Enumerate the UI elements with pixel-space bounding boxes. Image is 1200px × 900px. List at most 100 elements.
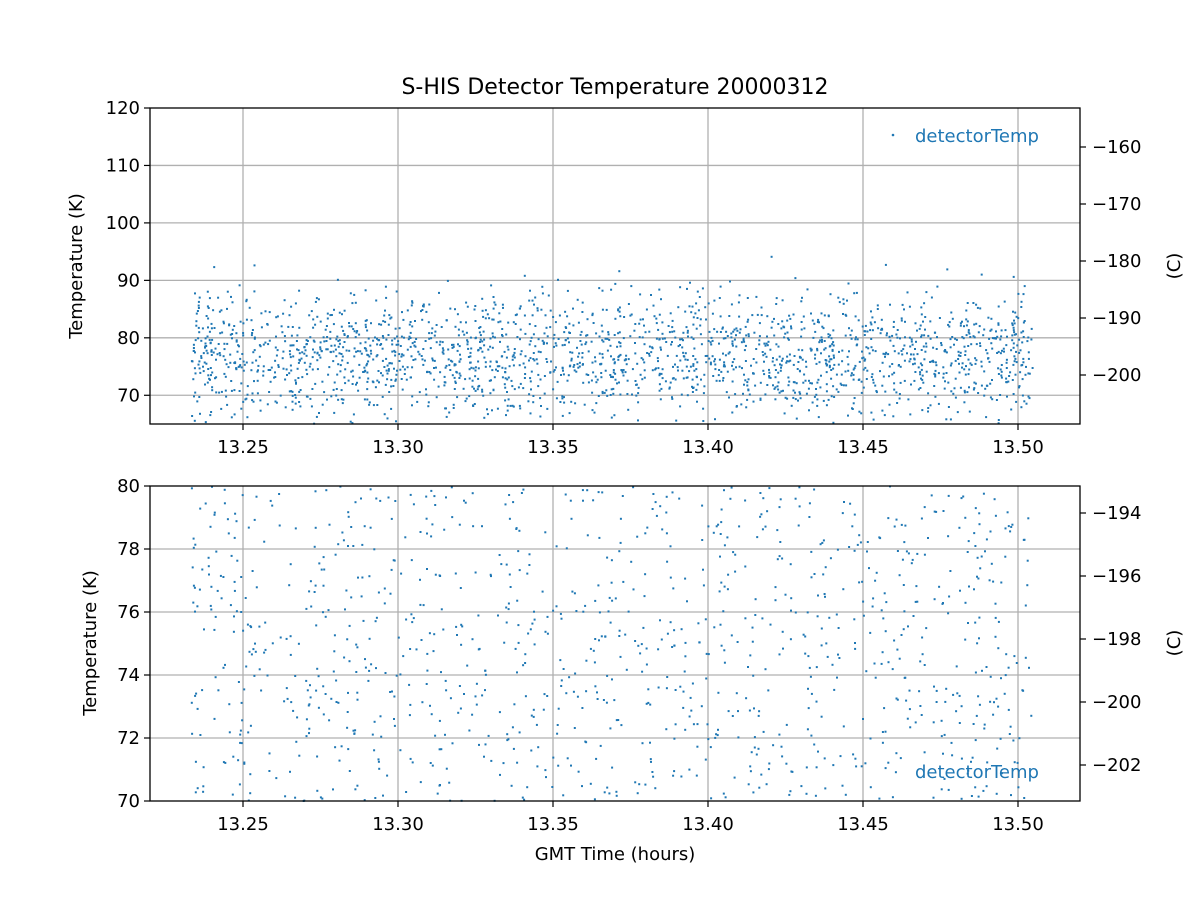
scatter-point — [881, 409, 884, 412]
scatter-point — [789, 359, 792, 362]
scatter-point — [907, 625, 909, 628]
scatter-point — [919, 371, 922, 374]
scatter-point — [268, 391, 271, 393]
scatter-point — [923, 664, 926, 666]
scatter-point — [438, 291, 440, 294]
scatter-point — [912, 363, 914, 366]
scatter-point — [715, 379, 718, 382]
scatter-point — [612, 371, 615, 374]
scatter-point — [914, 322, 917, 325]
scatter-point — [425, 517, 428, 520]
scatter-point — [459, 374, 462, 377]
scatter-point — [291, 390, 294, 393]
x-tick-label: 13.35 — [527, 814, 579, 835]
scatter-point — [591, 312, 594, 315]
scatter-point — [779, 363, 781, 366]
scatter-point — [924, 328, 926, 331]
scatter-point — [638, 322, 641, 325]
scatter-point — [967, 329, 970, 332]
scatter-point — [532, 352, 535, 354]
scatter-point — [245, 665, 248, 668]
scatter-point — [994, 514, 997, 517]
scatter-point — [245, 361, 248, 364]
scatter-point — [821, 541, 824, 544]
scatter-point — [735, 327, 738, 330]
scatter-point — [768, 375, 771, 377]
scatter-point — [224, 358, 227, 361]
scatter-point — [867, 347, 870, 350]
scatter-point — [435, 341, 438, 344]
scatter-point — [399, 368, 402, 371]
scatter-point — [431, 359, 434, 362]
scatter-point — [781, 630, 784, 633]
scatter-point — [277, 366, 280, 368]
scatter-point — [626, 393, 629, 395]
scatter-point — [831, 348, 834, 351]
scatter-point — [1031, 367, 1034, 369]
scatter-point — [594, 599, 597, 602]
scatter-point — [974, 382, 977, 385]
scatter-point — [716, 330, 719, 333]
scatter-point — [1028, 372, 1031, 375]
scatter-point — [419, 531, 422, 533]
scatter-point — [785, 762, 788, 765]
scatter-point — [463, 333, 466, 336]
scatter-point — [999, 352, 1002, 355]
scatter-point — [535, 358, 538, 361]
scatter-point — [893, 388, 896, 391]
scatter-point — [979, 345, 982, 347]
scatter-point — [911, 343, 914, 346]
scatter-point — [315, 297, 318, 300]
scatter-point — [393, 724, 396, 727]
scatter-point — [612, 392, 615, 395]
scatter-point — [283, 335, 286, 337]
scatter-point — [210, 374, 212, 377]
right-y-tick-label: −194 — [1092, 503, 1141, 524]
scatter-point — [619, 517, 622, 520]
scatter-point — [758, 322, 761, 325]
scatter-point — [292, 709, 295, 712]
scatter-point — [681, 338, 683, 341]
scatter-point — [566, 757, 569, 760]
scatter-point — [823, 593, 826, 595]
scatter-point — [346, 638, 349, 641]
scatter-point — [613, 699, 616, 702]
scatter-point — [958, 371, 961, 374]
scatter-point — [239, 733, 242, 736]
scatter-point — [896, 648, 899, 651]
scatter-point — [299, 389, 302, 391]
scatter-point — [871, 329, 874, 332]
scatter-point — [475, 703, 478, 706]
scatter-point — [387, 496, 390, 499]
scatter-point — [595, 332, 598, 335]
scatter-point — [961, 366, 963, 369]
scatter-point — [965, 324, 968, 327]
scatter-point — [338, 759, 341, 762]
scatter-point — [242, 369, 245, 372]
scatter-point — [1007, 380, 1010, 383]
scatter-point — [527, 632, 530, 635]
scatter-point — [230, 380, 233, 382]
scatter-point — [997, 367, 1000, 370]
scatter-point — [1020, 300, 1023, 303]
scatter-point — [287, 325, 290, 328]
scatter-point — [552, 756, 555, 759]
scatter-point — [308, 365, 311, 368]
scatter-point — [642, 358, 645, 361]
scatter-point — [923, 506, 926, 509]
scatter-point — [745, 697, 748, 700]
scatter-point — [920, 335, 923, 338]
scatter-point — [344, 608, 346, 611]
scatter-point — [245, 318, 248, 321]
scatter-point — [415, 338, 418, 340]
scatter-point — [844, 334, 847, 337]
scatter-point — [451, 346, 454, 349]
scatter-point — [898, 393, 901, 395]
scatter-point — [883, 707, 886, 710]
scatter-point — [804, 379, 807, 382]
scatter-point — [305, 354, 308, 357]
scatter-point — [836, 676, 838, 679]
scatter-point — [954, 396, 957, 399]
scatter-point — [565, 327, 568, 329]
scatter-point — [772, 744, 775, 747]
